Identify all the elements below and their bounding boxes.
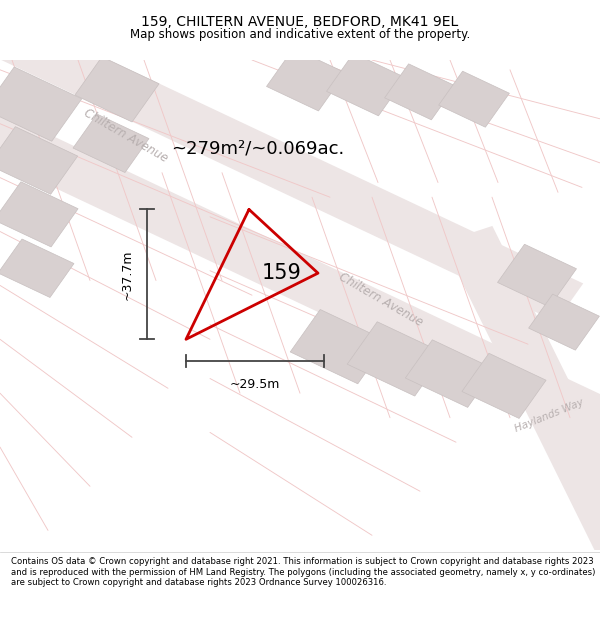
Polygon shape [0, 127, 77, 194]
Polygon shape [406, 340, 494, 408]
Text: ~29.5m: ~29.5m [230, 379, 280, 391]
Text: Chiltern Avenue: Chiltern Avenue [337, 271, 425, 329]
Text: 159, CHILTERN AVENUE, BEDFORD, MK41 9EL: 159, CHILTERN AVENUE, BEDFORD, MK41 9EL [142, 15, 458, 29]
Polygon shape [0, 239, 74, 298]
Polygon shape [497, 244, 577, 307]
Polygon shape [0, 112, 600, 518]
Polygon shape [73, 114, 149, 172]
Text: Map shows position and indicative extent of the property.: Map shows position and indicative extent… [130, 28, 470, 41]
Text: 159: 159 [262, 263, 302, 283]
Polygon shape [0, 182, 78, 247]
Polygon shape [0, 67, 82, 141]
Text: Haylands Way: Haylands Way [513, 397, 585, 434]
Polygon shape [462, 353, 546, 418]
Polygon shape [442, 226, 600, 561]
Polygon shape [75, 57, 159, 122]
Polygon shape [290, 309, 388, 384]
Text: ~279m²/~0.069ac.: ~279m²/~0.069ac. [172, 139, 344, 158]
Polygon shape [439, 71, 509, 127]
Text: Chiltern Avenue: Chiltern Avenue [82, 107, 170, 165]
Polygon shape [385, 64, 455, 120]
Text: Contains OS data © Crown copyright and database right 2021. This information is : Contains OS data © Crown copyright and d… [11, 558, 595, 588]
Polygon shape [326, 53, 406, 116]
Polygon shape [347, 322, 445, 396]
Polygon shape [266, 48, 346, 111]
Polygon shape [0, 0, 583, 322]
Text: ~37.7m: ~37.7m [121, 249, 134, 299]
Polygon shape [529, 294, 599, 350]
